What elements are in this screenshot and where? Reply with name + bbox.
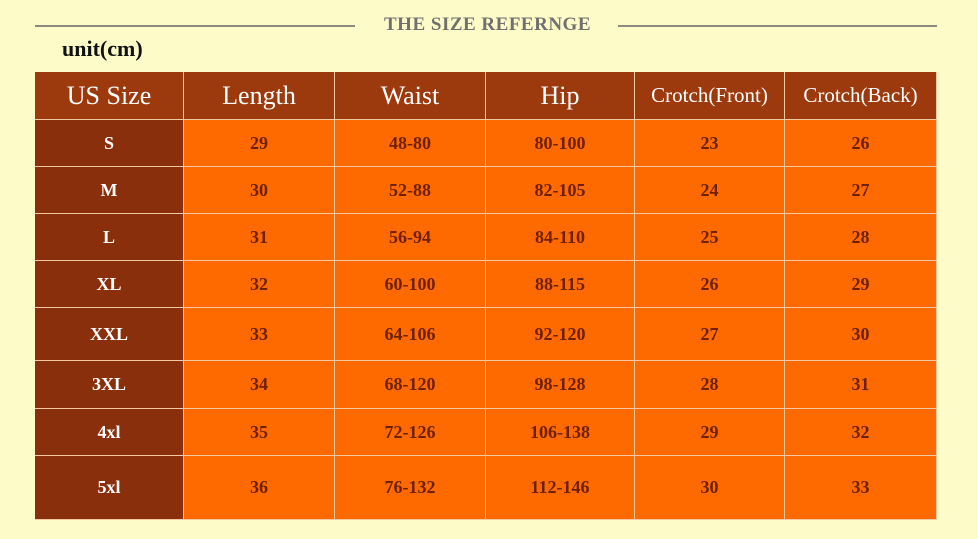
title: THE SIZE REFERNGE (384, 14, 591, 35)
value-cell: 32 (785, 409, 937, 456)
value-cell: 52-88 (335, 167, 486, 214)
value-cell: 76-132 (335, 456, 486, 520)
value-cell: 24 (635, 167, 785, 214)
header-cell: Length (184, 72, 335, 120)
value-cell: 30 (785, 308, 937, 361)
unit-label: unit(cm) (62, 36, 143, 61)
header-cell: US Size (35, 72, 184, 120)
value-cell: 64-106 (335, 308, 486, 361)
header-cell: Waist (335, 72, 486, 120)
size-cell: M (35, 167, 184, 214)
value-cell: 82-105 (486, 167, 635, 214)
value-cell: 33 (785, 456, 937, 520)
value-cell: 92-120 (486, 308, 635, 361)
header-cell: Crotch(Back) (785, 72, 937, 120)
header-cell: Hip (486, 72, 635, 120)
value-cell: 29 (635, 409, 785, 456)
value-cell: 27 (785, 167, 937, 214)
value-cell: 106-138 (486, 409, 635, 456)
value-cell: 33 (184, 308, 335, 361)
value-cell: 31 (785, 361, 937, 409)
value-cell: 27 (635, 308, 785, 361)
value-cell: 56-94 (335, 214, 486, 261)
size-cell: S (35, 120, 184, 167)
value-cell: 88-115 (486, 261, 635, 308)
size-cell: 3XL (35, 361, 184, 409)
value-cell: 34 (184, 361, 335, 409)
value-cell: 23 (635, 120, 785, 167)
value-cell: 98-128 (486, 361, 635, 409)
value-cell: 30 (184, 167, 335, 214)
value-cell: 112-146 (486, 456, 635, 520)
title-rule-left (35, 25, 355, 27)
value-cell: 84-110 (486, 214, 635, 261)
size-cell: XXL (35, 308, 184, 361)
value-cell: 32 (184, 261, 335, 308)
size-cell: L (35, 214, 184, 261)
size-cell: 4xl (35, 409, 184, 456)
value-cell: 60-100 (335, 261, 486, 308)
value-cell: 28 (635, 361, 785, 409)
size-cell: 5xl (35, 456, 184, 520)
value-cell: 72-126 (335, 409, 486, 456)
value-cell: 48-80 (335, 120, 486, 167)
value-cell: 26 (635, 261, 785, 308)
value-cell: 29 (184, 120, 335, 167)
value-cell: 29 (785, 261, 937, 308)
header-cell: Crotch(Front) (635, 72, 785, 120)
value-cell: 25 (635, 214, 785, 261)
value-cell: 28 (785, 214, 937, 261)
value-cell: 30 (635, 456, 785, 520)
value-cell: 80-100 (486, 120, 635, 167)
value-cell: 26 (785, 120, 937, 167)
size-cell: XL (35, 261, 184, 308)
value-cell: 36 (184, 456, 335, 520)
value-cell: 31 (184, 214, 335, 261)
value-cell: 68-120 (335, 361, 486, 409)
value-cell: 35 (184, 409, 335, 456)
title-rule-right (618, 25, 937, 27)
size-table: US Size Length Waist Hip Crotch(Front) Crotch… (35, 72, 937, 520)
